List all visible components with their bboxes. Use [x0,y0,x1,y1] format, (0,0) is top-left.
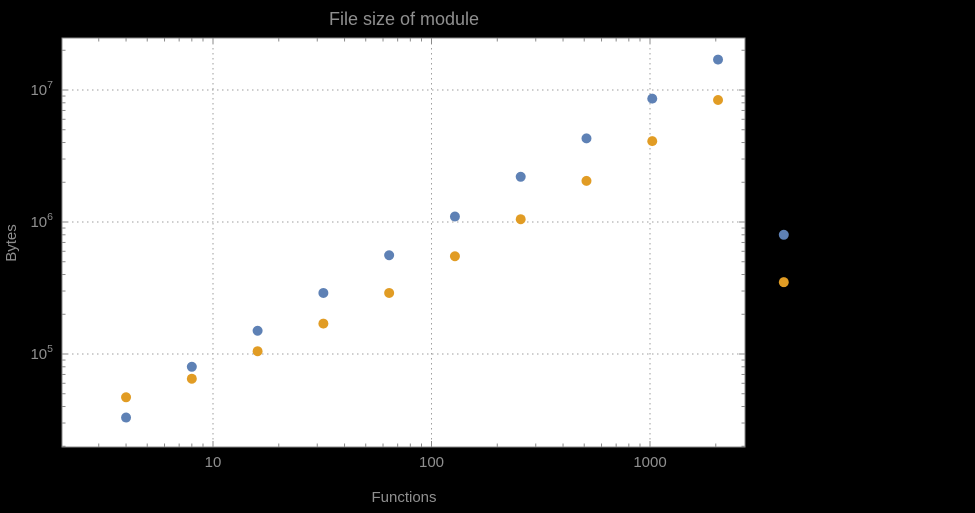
chart-title: File size of module [329,9,479,29]
data-point-orange [713,94,724,105]
data-point-blue [647,93,658,104]
data-point-orange [778,277,789,288]
data-point-blue [713,54,724,65]
data-point-blue [384,250,395,261]
data-point-orange [581,175,592,186]
y-tick-label: 107 [30,79,53,99]
x-tick-label: 10 [205,454,222,471]
data-point-blue [581,133,592,144]
x-tick-label: 100 [419,454,444,471]
plot-background-layer [62,38,745,447]
data-point-blue [318,287,329,298]
data-point-orange [384,287,395,298]
x-tick-label: 1000 [633,454,666,471]
data-point-blue [778,229,789,240]
tick-labels-layer: 10 100 1000 105 106 107 [30,79,666,471]
data-point-blue [121,412,132,423]
y-tick-label: 105 [30,343,53,363]
data-point-orange [318,318,329,329]
data-point-blue [515,171,526,182]
plot-area [62,38,745,447]
data-point-blue [252,325,263,336]
data-point-orange [252,346,263,357]
x-axis-label: Functions [371,489,436,506]
y-axis-label: Bytes [3,224,20,262]
data-point-blue [186,361,197,372]
data-point-orange [515,214,526,225]
tick-marks-layer [62,38,745,447]
data-point-orange [186,373,197,384]
data-point-orange [121,392,132,403]
gridlines-layer [62,38,745,447]
data-point-orange [647,136,658,147]
y-tick-label: 106 [30,211,53,231]
data-point-orange [449,251,460,262]
data-point-blue [449,211,460,222]
data-points-layer [121,54,789,423]
